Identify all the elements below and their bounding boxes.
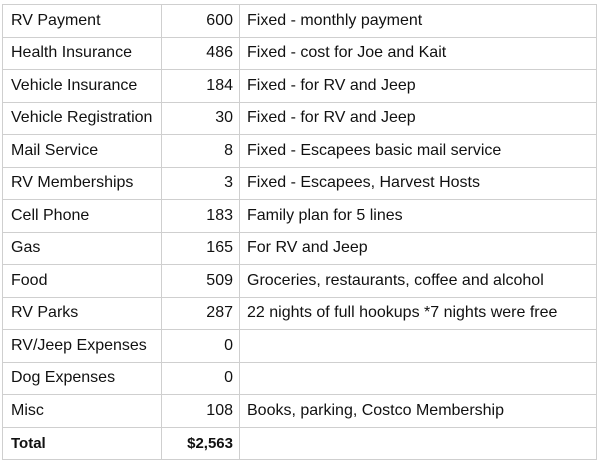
expense-note: Books, parking, Costco Membership xyxy=(239,394,597,428)
table-row: Mail Service 8 Fixed - Escapees basic ma… xyxy=(2,134,597,168)
expense-note: Fixed - for RV and Jeep xyxy=(239,69,597,103)
table-row: RV Payment 600 Fixed - monthly payment xyxy=(2,4,597,38)
table-row: RV Memberships 3 Fixed - Escapees, Harve… xyxy=(2,166,597,200)
expense-amount: 0 xyxy=(161,361,240,395)
expense-amount: 0 xyxy=(161,329,240,363)
expense-note: Fixed - Escapees basic mail service xyxy=(239,134,597,168)
table-row: RV Parks 287 22 nights of full hookups *… xyxy=(2,296,597,330)
table-row: RV/Jeep Expenses 0 xyxy=(2,329,597,363)
expense-note xyxy=(239,361,597,395)
table-row: Dog Expenses 0 xyxy=(2,361,597,395)
expense-amount: 600 xyxy=(161,4,240,38)
expense-amount: 108 xyxy=(161,394,240,428)
expense-note: Groceries, restaurants, coffee and alcoh… xyxy=(239,264,597,298)
expense-category: RV Parks xyxy=(2,296,162,330)
expense-note: Fixed - cost for Joe and Kait xyxy=(239,36,597,70)
total-label: Total xyxy=(2,426,162,460)
expense-category: Mail Service xyxy=(2,134,162,168)
expense-amount: 183 xyxy=(161,199,240,233)
expense-category: RV Memberships xyxy=(2,166,162,200)
expense-note: Fixed - Escapees, Harvest Hosts xyxy=(239,166,597,200)
expense-amount: 509 xyxy=(161,264,240,298)
expense-note: For RV and Jeep xyxy=(239,231,597,265)
expense-note xyxy=(239,329,597,363)
expense-table: RV Payment 600 Fixed - monthly payment H… xyxy=(2,4,597,460)
table-row: Health Insurance 486 Fixed - cost for Jo… xyxy=(2,36,597,70)
expense-category: RV Payment xyxy=(2,4,162,38)
total-row: Total $2,563 xyxy=(2,426,597,460)
expense-category: Food xyxy=(2,264,162,298)
expense-amount: 287 xyxy=(161,296,240,330)
expense-amount: 8 xyxy=(161,134,240,168)
expense-note: Fixed - for RV and Jeep xyxy=(239,101,597,135)
expense-category: Health Insurance xyxy=(2,36,162,70)
total-amount: $2,563 xyxy=(161,426,240,460)
expense-amount: 486 xyxy=(161,36,240,70)
expense-category: Cell Phone xyxy=(2,199,162,233)
expense-amount: 184 xyxy=(161,69,240,103)
expense-note: 22 nights of full hookups *7 nights were… xyxy=(239,296,597,330)
expense-amount: 30 xyxy=(161,101,240,135)
expense-category: Gas xyxy=(2,231,162,265)
expense-category: Misc xyxy=(2,394,162,428)
table-row: Food 509 Groceries, restaurants, coffee … xyxy=(2,264,597,298)
expense-amount: 165 xyxy=(161,231,240,265)
expense-category: Vehicle Registration xyxy=(2,101,162,135)
table-row: Gas 165 For RV and Jeep xyxy=(2,231,597,265)
expense-note: Fixed - monthly payment xyxy=(239,4,597,38)
table-row: Misc 108 Books, parking, Costco Membersh… xyxy=(2,394,597,428)
table-row: Vehicle Registration 30 Fixed - for RV a… xyxy=(2,101,597,135)
expense-amount: 3 xyxy=(161,166,240,200)
table-row: Cell Phone 183 Family plan for 5 lines xyxy=(2,199,597,233)
expense-category: RV/Jeep Expenses xyxy=(2,329,162,363)
total-note xyxy=(239,426,597,460)
expense-note: Family plan for 5 lines xyxy=(239,199,597,233)
expense-category: Vehicle Insurance xyxy=(2,69,162,103)
expense-category: Dog Expenses xyxy=(2,361,162,395)
table-row: Vehicle Insurance 184 Fixed - for RV and… xyxy=(2,69,597,103)
